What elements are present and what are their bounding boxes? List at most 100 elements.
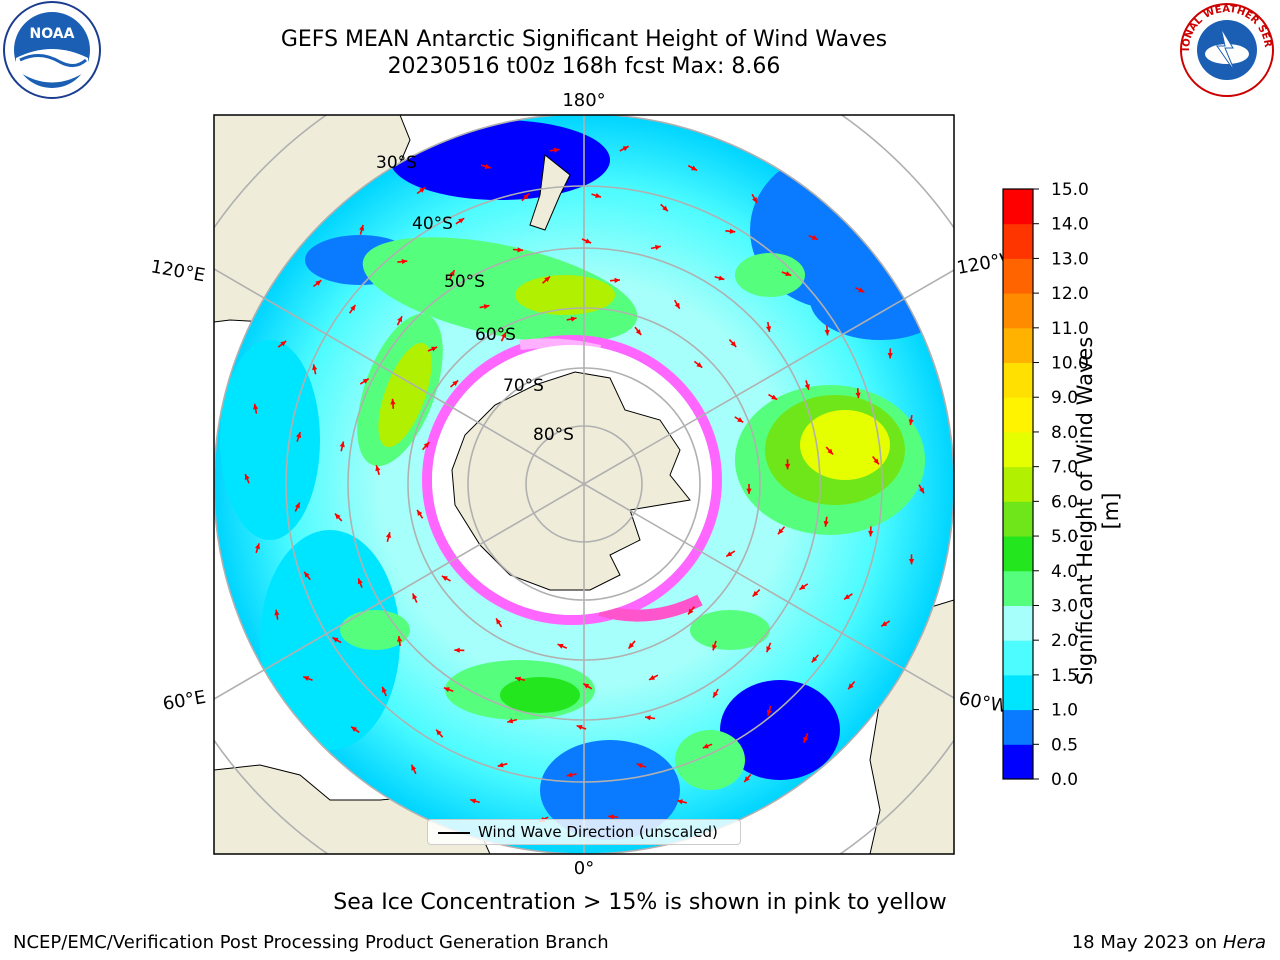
colorbar: 0.0 0.5 1.0 1.5 2.0 3.0 4.0 5.0 6.0 7.0 8.0 9.0 10.0… xyxy=(1002,180,1089,790)
wind-arrow-head xyxy=(608,814,614,820)
wind-arrow-head xyxy=(312,364,318,371)
lat-label-80s: 80°S xyxy=(533,425,574,445)
wind-arrow-head xyxy=(566,772,573,778)
wind-arrow-head xyxy=(628,642,635,649)
wind-arrow-head xyxy=(423,442,430,448)
wind-arrow-head xyxy=(713,691,719,698)
colorbar-swatch xyxy=(1003,536,1033,572)
wind-arrow-head xyxy=(253,403,259,410)
wind-arrow-head xyxy=(436,729,442,736)
wind-arrow-head xyxy=(484,163,491,169)
wind-arrow-head xyxy=(765,326,772,332)
colorbar-swatch xyxy=(1003,640,1033,676)
wind-arrow-head xyxy=(397,316,403,323)
colorbar-tick-label: 14.0 xyxy=(1051,215,1089,235)
colorbar-swatch xyxy=(1003,223,1033,259)
colorbar-swatch xyxy=(1003,327,1033,364)
wind-arrow-head xyxy=(557,643,564,649)
wind-arrow-head xyxy=(443,687,450,693)
wind-arrow-head xyxy=(441,575,448,581)
colorbar-tick-label: 13.0 xyxy=(1051,249,1089,269)
wind-arrow-head xyxy=(887,352,893,359)
colorbar-tick-label: 5.0 xyxy=(1051,527,1078,547)
footer-date: 18 May 2023 on Hera xyxy=(1072,932,1266,953)
wind-arrow-head xyxy=(419,187,426,193)
footer-date-text: 18 May 2023 on xyxy=(1071,932,1218,953)
wind-arrow-head xyxy=(496,618,502,625)
wind-arrow-head xyxy=(908,558,915,565)
wind-arrow-head xyxy=(517,247,523,253)
colorbar-tick-label: 0.5 xyxy=(1051,735,1078,755)
sea-ice-note: Sea Ice Concentration > 15% is shown in … xyxy=(333,890,947,915)
wind-arrow-head xyxy=(339,441,345,448)
wind-arrow-head xyxy=(729,228,736,234)
colorbar-tick-label: 1.5 xyxy=(1051,666,1078,686)
colorbar-swatch xyxy=(1003,674,1033,711)
colorbar-swatch xyxy=(1003,466,1033,502)
wind-arrow-head xyxy=(583,683,590,689)
chart-subtitle-run: 20230516 t00z 168h fcst Max: 8.66 xyxy=(387,54,781,79)
colorbar-tick-label: 12.0 xyxy=(1051,284,1089,304)
colorbar-tick-label: 3.0 xyxy=(1051,596,1078,616)
lat-label-60s: 60°S xyxy=(475,325,516,345)
wind-arrow-head xyxy=(359,224,365,231)
wind-arrow-head xyxy=(744,776,750,783)
wind-arrow-head xyxy=(523,193,530,200)
wind-arrow-head xyxy=(827,448,833,455)
wind-arrow-head xyxy=(449,270,455,277)
wind-arrow-head xyxy=(766,709,772,716)
wind-arrow-head xyxy=(636,763,643,769)
wind-wave-direction-arrows xyxy=(244,145,925,823)
wind-arrow-head xyxy=(645,715,651,721)
wind-arrow-head xyxy=(595,192,602,198)
wind-arrow-head xyxy=(411,764,417,771)
wind-arrow-head xyxy=(712,644,718,651)
wind-arrow-head xyxy=(691,165,698,171)
wind-arrow-head xyxy=(622,146,629,152)
wind-arrow-head xyxy=(752,590,759,597)
wind-arrow-head xyxy=(848,683,854,690)
wind-arrow-head xyxy=(412,593,418,600)
colorbar-tick-label: 4.0 xyxy=(1051,562,1078,582)
wind-arrow-head xyxy=(304,571,310,578)
landmass-antarctica xyxy=(451,371,691,591)
map-frame xyxy=(213,114,955,855)
wind-arrow-head xyxy=(614,277,621,283)
wind-arrow-head xyxy=(497,762,504,768)
wind-arrow-head xyxy=(381,686,387,693)
wind-arrow-head xyxy=(351,726,358,732)
wind-arrow-head xyxy=(677,799,683,805)
wind-arrow-head xyxy=(824,329,830,336)
wind-arrow-head xyxy=(696,362,703,368)
wind-arrow-head xyxy=(334,513,341,520)
colorbar-tick-label: 8.0 xyxy=(1051,423,1078,443)
wind-arrow-head xyxy=(396,636,403,642)
lat-label-70s: 70°S xyxy=(503,376,544,396)
colorbar-swatch xyxy=(1003,605,1033,641)
lon-label-120e: 120°E xyxy=(149,256,207,286)
footer-host: Hera xyxy=(1222,932,1266,953)
map-legend: Wind Wave Direction (unscaled) xyxy=(427,819,741,845)
wind-arrow-head xyxy=(649,675,656,680)
wind-arrow-head xyxy=(635,329,642,335)
wind-arrow-head xyxy=(585,238,592,244)
colorbar-tick-label: 15.0 xyxy=(1051,180,1089,200)
wind-arrow-head xyxy=(858,287,865,293)
legend-label: Wind Wave Direction (unscaled) xyxy=(478,823,718,841)
chart-title: GEFS MEAN Antarctic Significant Height o… xyxy=(280,27,888,52)
wind-arrow-head xyxy=(553,147,560,153)
wind-arrow-head xyxy=(674,302,680,309)
wind-arrow-head xyxy=(919,487,925,494)
lat-label-40s: 40°S xyxy=(412,214,453,234)
wind-arrow-head xyxy=(688,608,694,615)
colorbar-swatch xyxy=(1003,709,1033,745)
wind-arrow-head xyxy=(766,646,772,653)
wind-arrow-head xyxy=(873,458,879,465)
wind-arrow-head xyxy=(655,244,661,250)
lat-label-30s: 30°S xyxy=(376,153,417,173)
wind-arrow-head xyxy=(777,528,784,535)
colorbar-tick-label: 2.0 xyxy=(1051,631,1078,651)
colorbar-tick-label: 11.0 xyxy=(1051,319,1089,339)
wind-arrow-head xyxy=(823,521,829,527)
footer-credit: NCEP/EMC/Verification Post Processing Pr… xyxy=(13,932,609,953)
